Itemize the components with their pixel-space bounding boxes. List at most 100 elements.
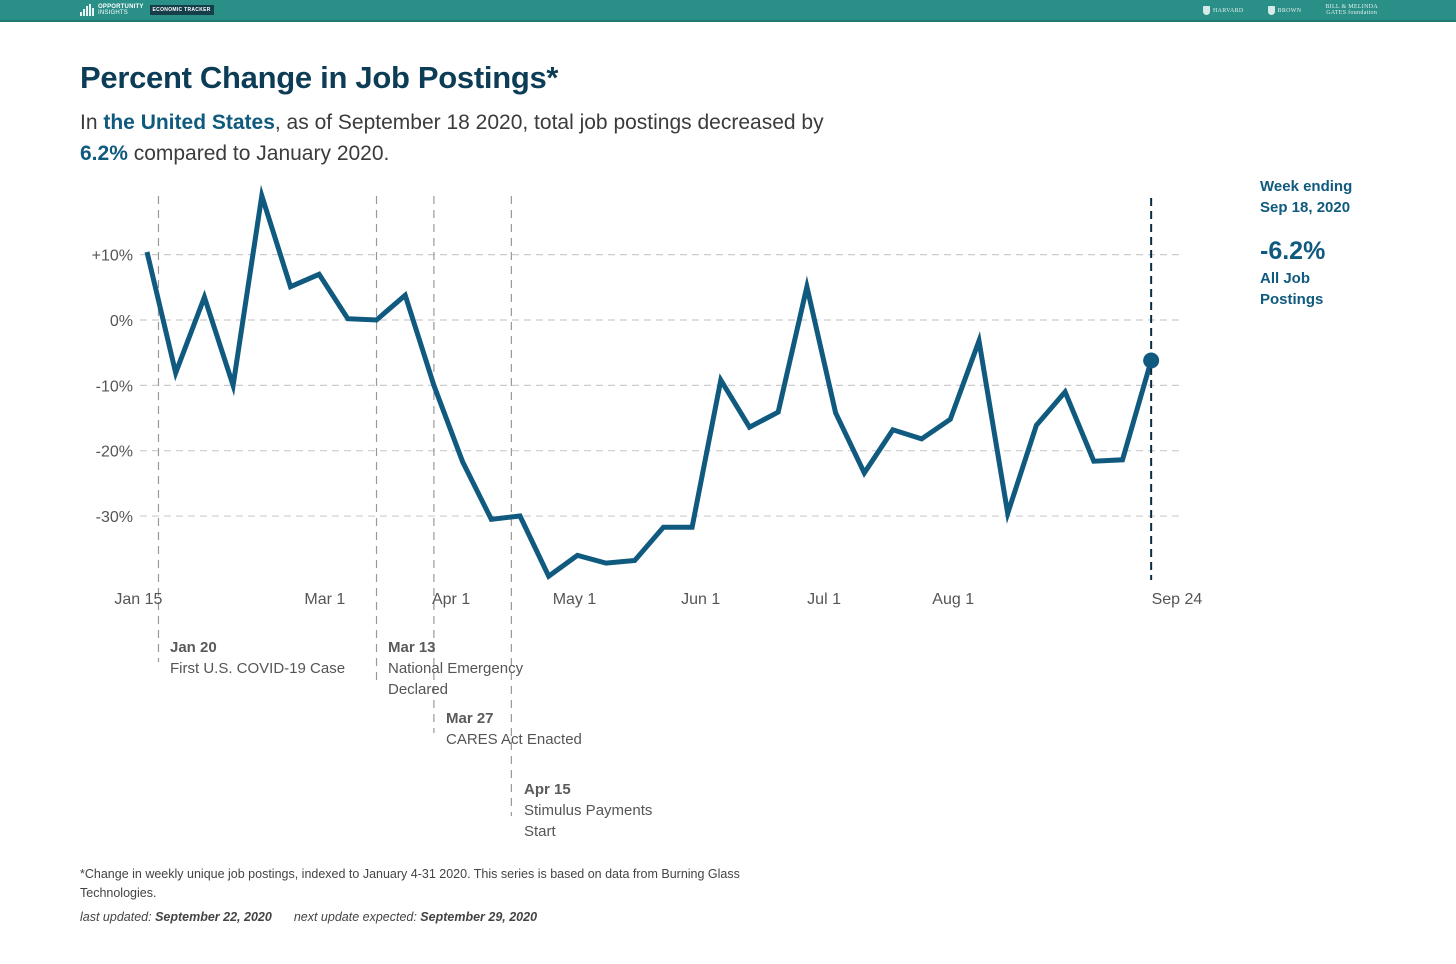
event-date: Mar 13 [388,639,436,656]
header-bar: OPPORTUNITY INSIGHTS ECONOMIC TRACKER HA… [0,0,1456,22]
data-point[interactable] [574,552,580,558]
data-point[interactable] [718,377,724,383]
event-annotation: Mar 13 National Emergency Declared [388,637,523,700]
x-tick-label: Aug 1 [932,591,974,608]
data-point[interactable] [316,271,322,277]
footnote: *Change in weekly unique job postings, i… [80,867,740,900]
data-point[interactable] [402,292,408,298]
data-point[interactable] [345,316,351,322]
data-point[interactable] [689,524,695,530]
partner-name: HARVARD [1213,7,1244,14]
current-marker-layer [1143,198,1160,580]
harvard-logo[interactable]: HARVARD [1203,5,1244,15]
data-point[interactable] [201,294,207,300]
x-tick-label: Jun 1 [681,591,720,608]
event-lines [157,196,512,816]
y-tick-label: +10% [92,248,133,265]
opportunity-insights-logo[interactable]: OPPORTUNITY INSIGHTS ECONOMIC TRACKER [80,4,214,16]
data-point[interactable] [890,427,896,433]
summary-suffix: compared to January 2020. [127,142,390,165]
data-point[interactable] [775,409,781,415]
partner-name: BROWN [1277,7,1302,14]
series-line-all-job-postings[interactable] [144,184,1154,580]
y-tick-label: -20% [96,444,133,461]
data-point[interactable] [976,338,982,344]
data-point[interactable] [488,516,494,522]
data-point[interactable] [460,459,466,465]
event-annotation: Mar 27 CARES Act Enacted [446,708,582,750]
data-point[interactable] [546,573,552,579]
bar-chart-icon [80,4,94,16]
summary-prefix: In [80,111,104,134]
data-point[interactable] [374,317,380,323]
data-point[interactable] [173,370,179,376]
data-point[interactable] [804,284,810,290]
event-date: Mar 27 [446,710,494,727]
shield-icon [1267,5,1275,15]
event-description: Stimulus Payments [524,802,653,819]
next-update-label: next update expected: [293,910,421,924]
data-point[interactable] [746,424,752,430]
data-point[interactable] [1091,458,1097,464]
brown-logo[interactable]: BROWN [1267,5,1302,15]
data-point[interactable] [603,560,609,566]
partner-logos: HARVARD BROWN BILL & MELINDA GATES found… [1203,4,1378,16]
partner-name: BILL & MELINDA [1325,4,1378,10]
series-label-line-1: All Job [1260,270,1311,287]
data-point[interactable] [947,416,953,422]
event-description: National Emergency [388,660,524,677]
x-tick-label: Jul 1 [807,591,841,608]
x-axis: Jan 15 Mar 1 Apr 1 May 1 Jun 1 Jul 1 Aug 1 Sep … [114,591,1202,608]
current-value: -6.2% [1260,237,1326,265]
x-tick-label: Jan 15 [114,591,162,608]
data-point[interactable] [431,382,437,388]
current-value-dot[interactable] [1143,352,1160,369]
y-axis: +10% 0% -10% -20% -30% [92,248,133,526]
gridlines [140,254,1182,517]
data-point[interactable] [144,249,150,255]
data-point[interactable] [259,193,265,199]
data-point[interactable] [1062,389,1068,395]
data-point[interactable] [833,410,839,416]
gates-foundation-logo[interactable]: BILL & MELINDA GATES foundation [1325,4,1378,16]
y-tick-label: 0% [110,313,133,330]
data-point[interactable] [919,436,925,442]
week-ending-date: Sep 18, 2020 [1260,199,1351,216]
data-point[interactable] [1005,510,1011,516]
last-updated-date: September 22, 2020 [155,910,272,924]
series-label-line-2: Postings [1260,291,1324,308]
data-point[interactable] [861,470,867,476]
data-point[interactable] [517,513,523,519]
summary-change-value: 6.2% [80,142,128,165]
event-description: First U.S. COVID-19 Case [170,660,346,677]
event-date: Jan 20 [170,639,217,656]
page-title: Percent Change in Job Postings* [80,60,559,95]
summary-text: In the United States, as of September 18… [80,107,840,169]
economic-tracker-badge: ECONOMIC TRACKER [149,5,214,15]
location-selector[interactable]: the United States [103,111,275,134]
current-value-panel: Week ending Sep 18, 2020 -6.2% All Job P… [1260,176,1352,310]
series-label: All Job Postings [1260,268,1352,310]
event-description: CARES Act Enacted [446,731,582,748]
data-point[interactable] [230,382,236,388]
week-ending-label: Week ending Sep 18, 2020 [1260,176,1352,218]
x-tick-label: May 1 [553,591,597,608]
week-ending-line-1: Week ending [1260,178,1353,195]
x-tick-label: Sep 24 [1152,591,1203,608]
event-date: Apr 15 [524,781,571,798]
data-point[interactable] [632,557,638,563]
event-description-line-2: Declared [388,681,449,698]
brand-line-2: INSIGHTS [98,10,128,16]
data-point[interactable] [1033,422,1039,428]
series-layer [144,184,1154,580]
data-point[interactable] [287,284,293,290]
x-tick-label: Mar 1 [304,591,345,608]
event-annotation: Apr 15 Stimulus Payments Start [524,779,652,842]
x-tick-label: Apr 1 [432,591,470,608]
data-point[interactable] [1119,457,1125,463]
data-point[interactable] [660,524,666,530]
y-tick-label: -30% [96,509,133,526]
y-tick-label: -10% [96,378,133,395]
shield-icon [1203,5,1210,15]
